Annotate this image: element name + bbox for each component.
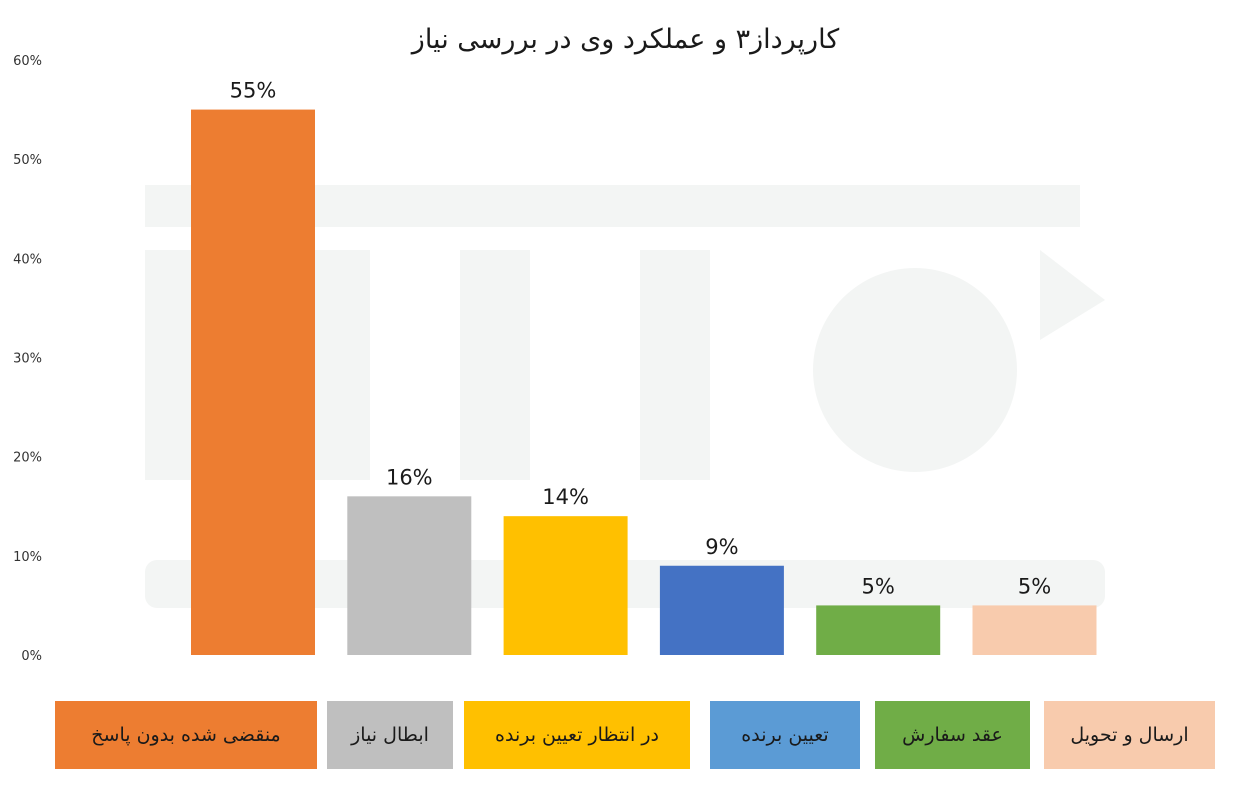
y-tick-label: 0% xyxy=(21,649,42,664)
bar xyxy=(503,516,628,655)
legend-item: در انتظار تعیین برنده xyxy=(464,701,690,769)
data-labels-group: 55% 16% 14% 9% 5% 5% xyxy=(230,79,1052,599)
y-tick-label: 40% xyxy=(13,252,42,267)
y-tick-label: 60% xyxy=(13,54,42,69)
data-label: 55% xyxy=(230,79,277,103)
data-label: 14% xyxy=(542,485,589,509)
data-label: 9% xyxy=(705,535,738,559)
bar xyxy=(347,496,472,655)
bar-chart: 0% 10% 20% 30% 40% 50% 60% 55% 16% 14% 9% 5% 5% xyxy=(13,54,1105,664)
bar xyxy=(191,109,315,656)
legend-item: تعیین برنده xyxy=(710,701,860,769)
y-tick-label: 50% xyxy=(13,153,42,168)
y-tick-label: 20% xyxy=(13,451,42,466)
bar xyxy=(816,605,941,655)
data-label: 5% xyxy=(1018,574,1051,598)
y-tick-label: 30% xyxy=(13,352,42,367)
data-label: 5% xyxy=(862,574,895,598)
legend-item: ابطال نیاز xyxy=(327,701,453,769)
legend-item: عقد سفارش xyxy=(875,701,1030,769)
legend-item: منقضی شده بدون پاسخ xyxy=(55,701,317,769)
y-tick-label: 10% xyxy=(13,550,42,565)
chart-title: کارپرداز۳ و عملکرد وی در بررسی نیاز xyxy=(411,24,840,55)
data-label: 16% xyxy=(386,465,433,489)
bar xyxy=(659,565,784,655)
bar xyxy=(972,605,1097,655)
bars-group xyxy=(191,109,1097,656)
y-axis: 0% 10% 20% 30% 40% 50% 60% xyxy=(13,54,42,664)
legend-item: ارسال و تحویل xyxy=(1044,701,1215,769)
